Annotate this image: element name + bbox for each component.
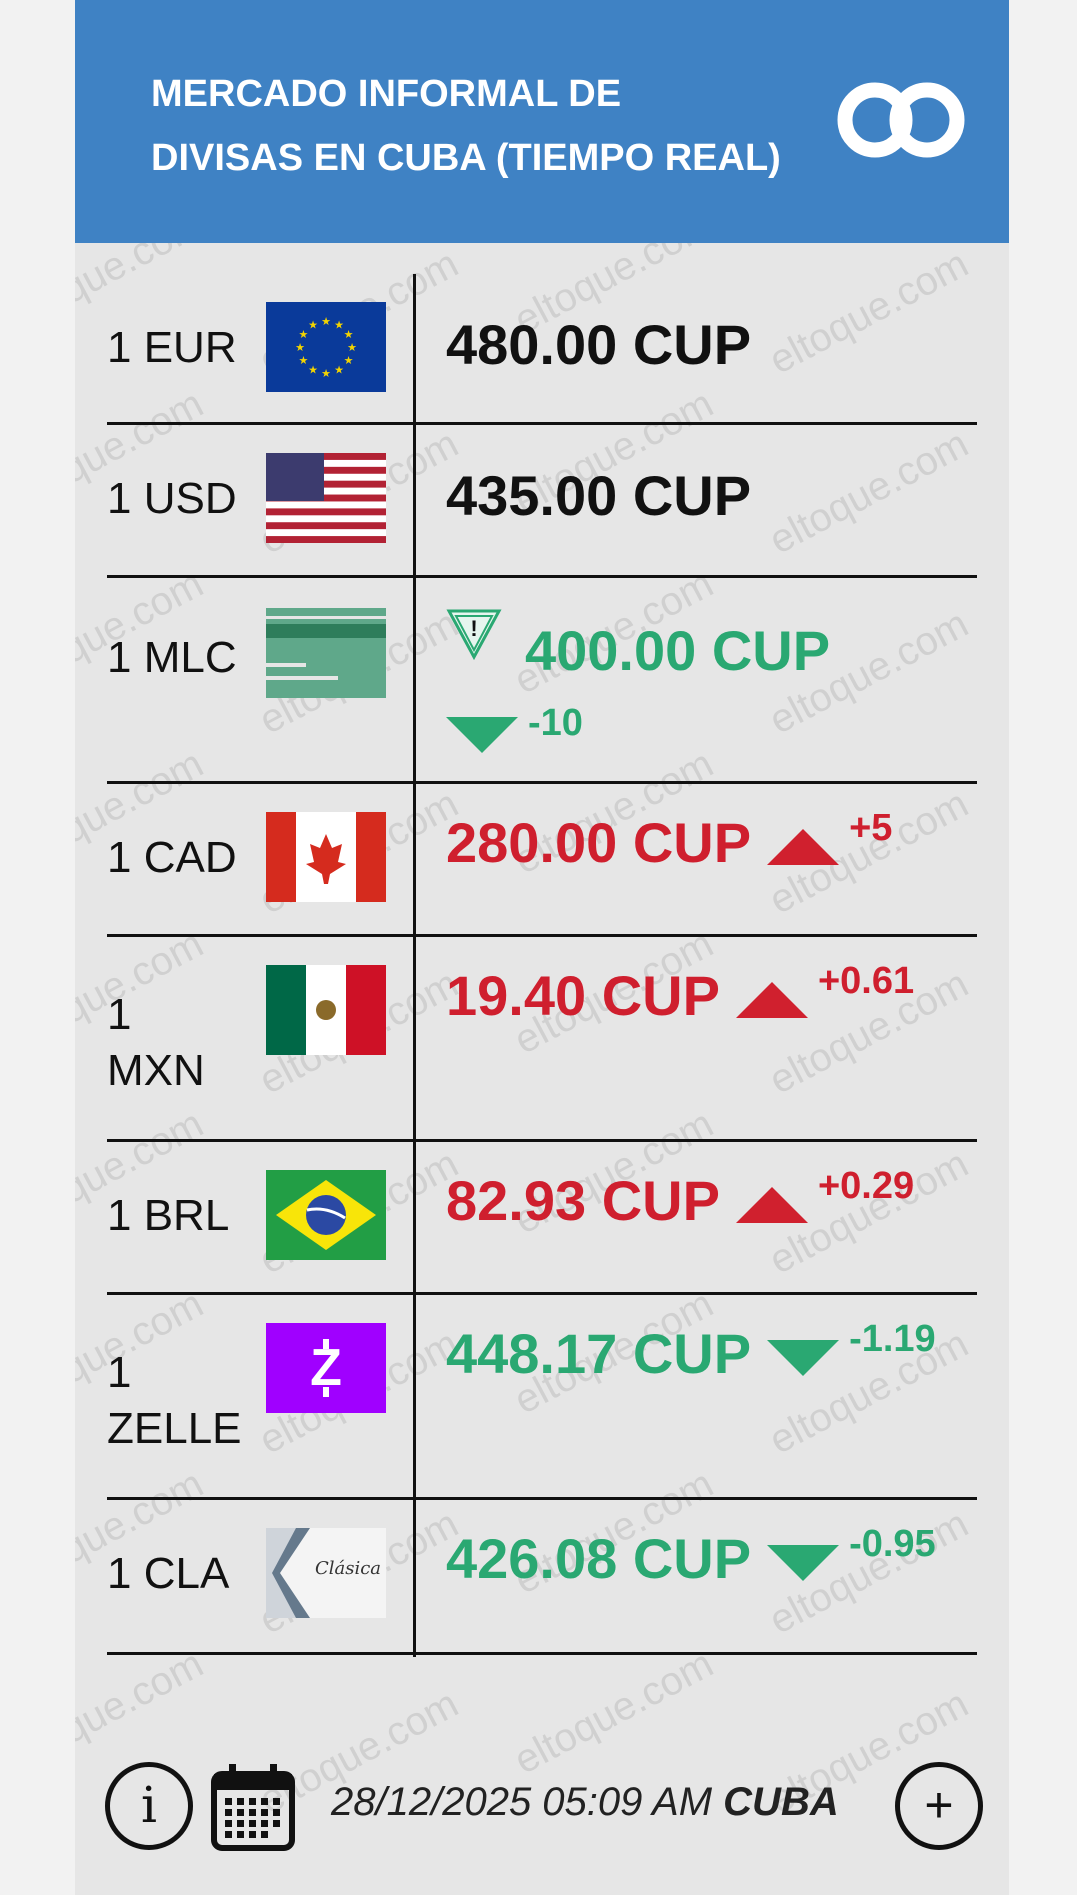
change-value: +0.61 (817, 960, 915, 1002)
rate-price: 19.40 CUP +0.61 (446, 960, 915, 1028)
down-arrow-icon (767, 1340, 840, 1377)
calendar-icon[interactable] (209, 1762, 297, 1852)
date-text: 28/12/2025 05:09 AM (331, 1780, 713, 1824)
mexico-flag-icon (266, 965, 386, 1055)
price-value: 435.00 CUP (446, 464, 752, 527)
svg-text:★: ★ (295, 342, 305, 354)
currency-label: 1 MXN (107, 990, 205, 1095)
currency-label: 1 BRL (107, 1191, 230, 1240)
canada-flag-icon (266, 812, 386, 902)
up-arrow-icon (767, 829, 840, 866)
rate-price: 435.00 CUP (446, 463, 751, 528)
down-arrow-icon (446, 716, 518, 753)
info-button[interactable]: i (105, 1762, 193, 1850)
price-value: 426.08 CUP (446, 1527, 752, 1590)
mlc-card-icon (266, 608, 386, 698)
warning-icon: ! (446, 609, 502, 660)
price-value: 448.17 CUP (446, 1322, 752, 1385)
currency-label: 1 ZELLE (107, 1348, 242, 1453)
down-arrow-icon (767, 1545, 840, 1582)
eu-flag-icon: ★ ★ ★ ★ ★ ★ ★ ★ ★ ★ ★ ★ (266, 302, 386, 392)
zelle-logo-icon: Z (266, 1323, 386, 1413)
region-text: CUBA (723, 1780, 839, 1824)
svg-text:Clásica: Clásica (315, 1558, 381, 1579)
currency-label: 1 CAD (107, 833, 237, 882)
svg-text:★: ★ (334, 365, 344, 377)
clasica-card-icon: Clásica (266, 1528, 386, 1618)
us-flag-icon (266, 453, 386, 543)
up-arrow-icon (735, 982, 808, 1019)
rate-change: -10 (446, 702, 583, 753)
column-divider (413, 274, 416, 1657)
rate-price: 448.17 CUP -1.19 (446, 1318, 936, 1386)
currency-label: 1 CLA (107, 1549, 230, 1598)
add-button[interactable]: + (895, 1762, 983, 1850)
currency-label: 1 USD (107, 474, 237, 523)
price-value: 19.40 CUP (446, 964, 720, 1027)
change-value: +0.29 (817, 1165, 915, 1207)
rate-row: 1 MLC ! 400.00 CUP -10 (107, 578, 977, 784)
last-updated: 28/12/2025 05:09 AM CUBA (331, 1780, 839, 1825)
rate-price: 426.08 CUP -0.95 (446, 1523, 936, 1591)
footer: i 28/12/2025 05:09 AM CUBA + (105, 1762, 985, 1852)
price-value: 480.00 CUP (446, 313, 752, 376)
title-line-1: MERCADO INFORMAL DE (151, 73, 622, 115)
title-line-2: DIVISAS EN CUBA (TIEMPO REAL) (151, 137, 781, 179)
rate-row: 1 EUR ★ ★ ★ ★ ★ ★ ★ ★ ★ ★ ★ ★ 480.00 CUP (107, 274, 977, 425)
price-value: 82.93 CUP (446, 1169, 720, 1232)
rate-row: 1 BRL 82.93 CUP +0.29 (107, 1142, 977, 1295)
brazil-flag-icon (266, 1170, 386, 1260)
rates-card: MERCADO INFORMAL DE DIVISAS EN CUBA (TIE… (75, 0, 1009, 1895)
rate-row: 1 USD 435.00 CUP (107, 425, 977, 578)
change-value: -0.95 (849, 1523, 936, 1565)
rate-price: 82.93 CUP +0.29 (446, 1165, 915, 1233)
svg-text:★: ★ (308, 365, 318, 377)
svg-text:★: ★ (321, 316, 331, 328)
svg-text:★: ★ (321, 368, 331, 380)
svg-text:!: ! (470, 616, 477, 641)
eltoque-logo-icon (837, 82, 965, 158)
page-title: MERCADO INFORMAL DE DIVISAS EN CUBA (TIE… (151, 62, 781, 190)
svg-text:★: ★ (308, 319, 318, 331)
svg-text:★: ★ (299, 355, 309, 367)
svg-text:★: ★ (299, 329, 309, 341)
rates-table: 1 EUR ★ ★ ★ ★ ★ ★ ★ ★ ★ ★ ★ ★ 480.00 CUP 1 USD 435.00… (107, 274, 977, 1657)
svg-text:★: ★ (344, 329, 354, 341)
rate-price: 400.00 CUP (525, 619, 831, 682)
rate-row: 1 ZELLE Z 448.17 CUP -1.19 (107, 1295, 977, 1500)
rate-row: 1 MXN 19.40 CUP +0.61 (107, 937, 977, 1142)
rate-price: 280.00 CUP +5 (446, 807, 893, 875)
price-value: 280.00 CUP (446, 811, 752, 874)
header: MERCADO INFORMAL DE DIVISAS EN CUBA (TIE… (75, 0, 1009, 243)
rate-row: 1 CAD 280.00 CUP +5 (107, 784, 977, 937)
rate-price: 480.00 CUP (446, 312, 751, 377)
change-value: +5 (849, 807, 893, 849)
currency-label: 1 MLC (107, 633, 237, 682)
change-value: -1.19 (849, 1318, 936, 1360)
change-value: -10 (528, 702, 583, 744)
currency-label: 1 EUR (107, 323, 237, 372)
svg-text:★: ★ (344, 355, 354, 367)
svg-text:★: ★ (334, 319, 344, 331)
up-arrow-icon (735, 1187, 808, 1224)
rate-row: 1 CLA Clásica 426.08 CUP -0.95 (107, 1500, 977, 1655)
svg-text:★: ★ (347, 342, 357, 354)
